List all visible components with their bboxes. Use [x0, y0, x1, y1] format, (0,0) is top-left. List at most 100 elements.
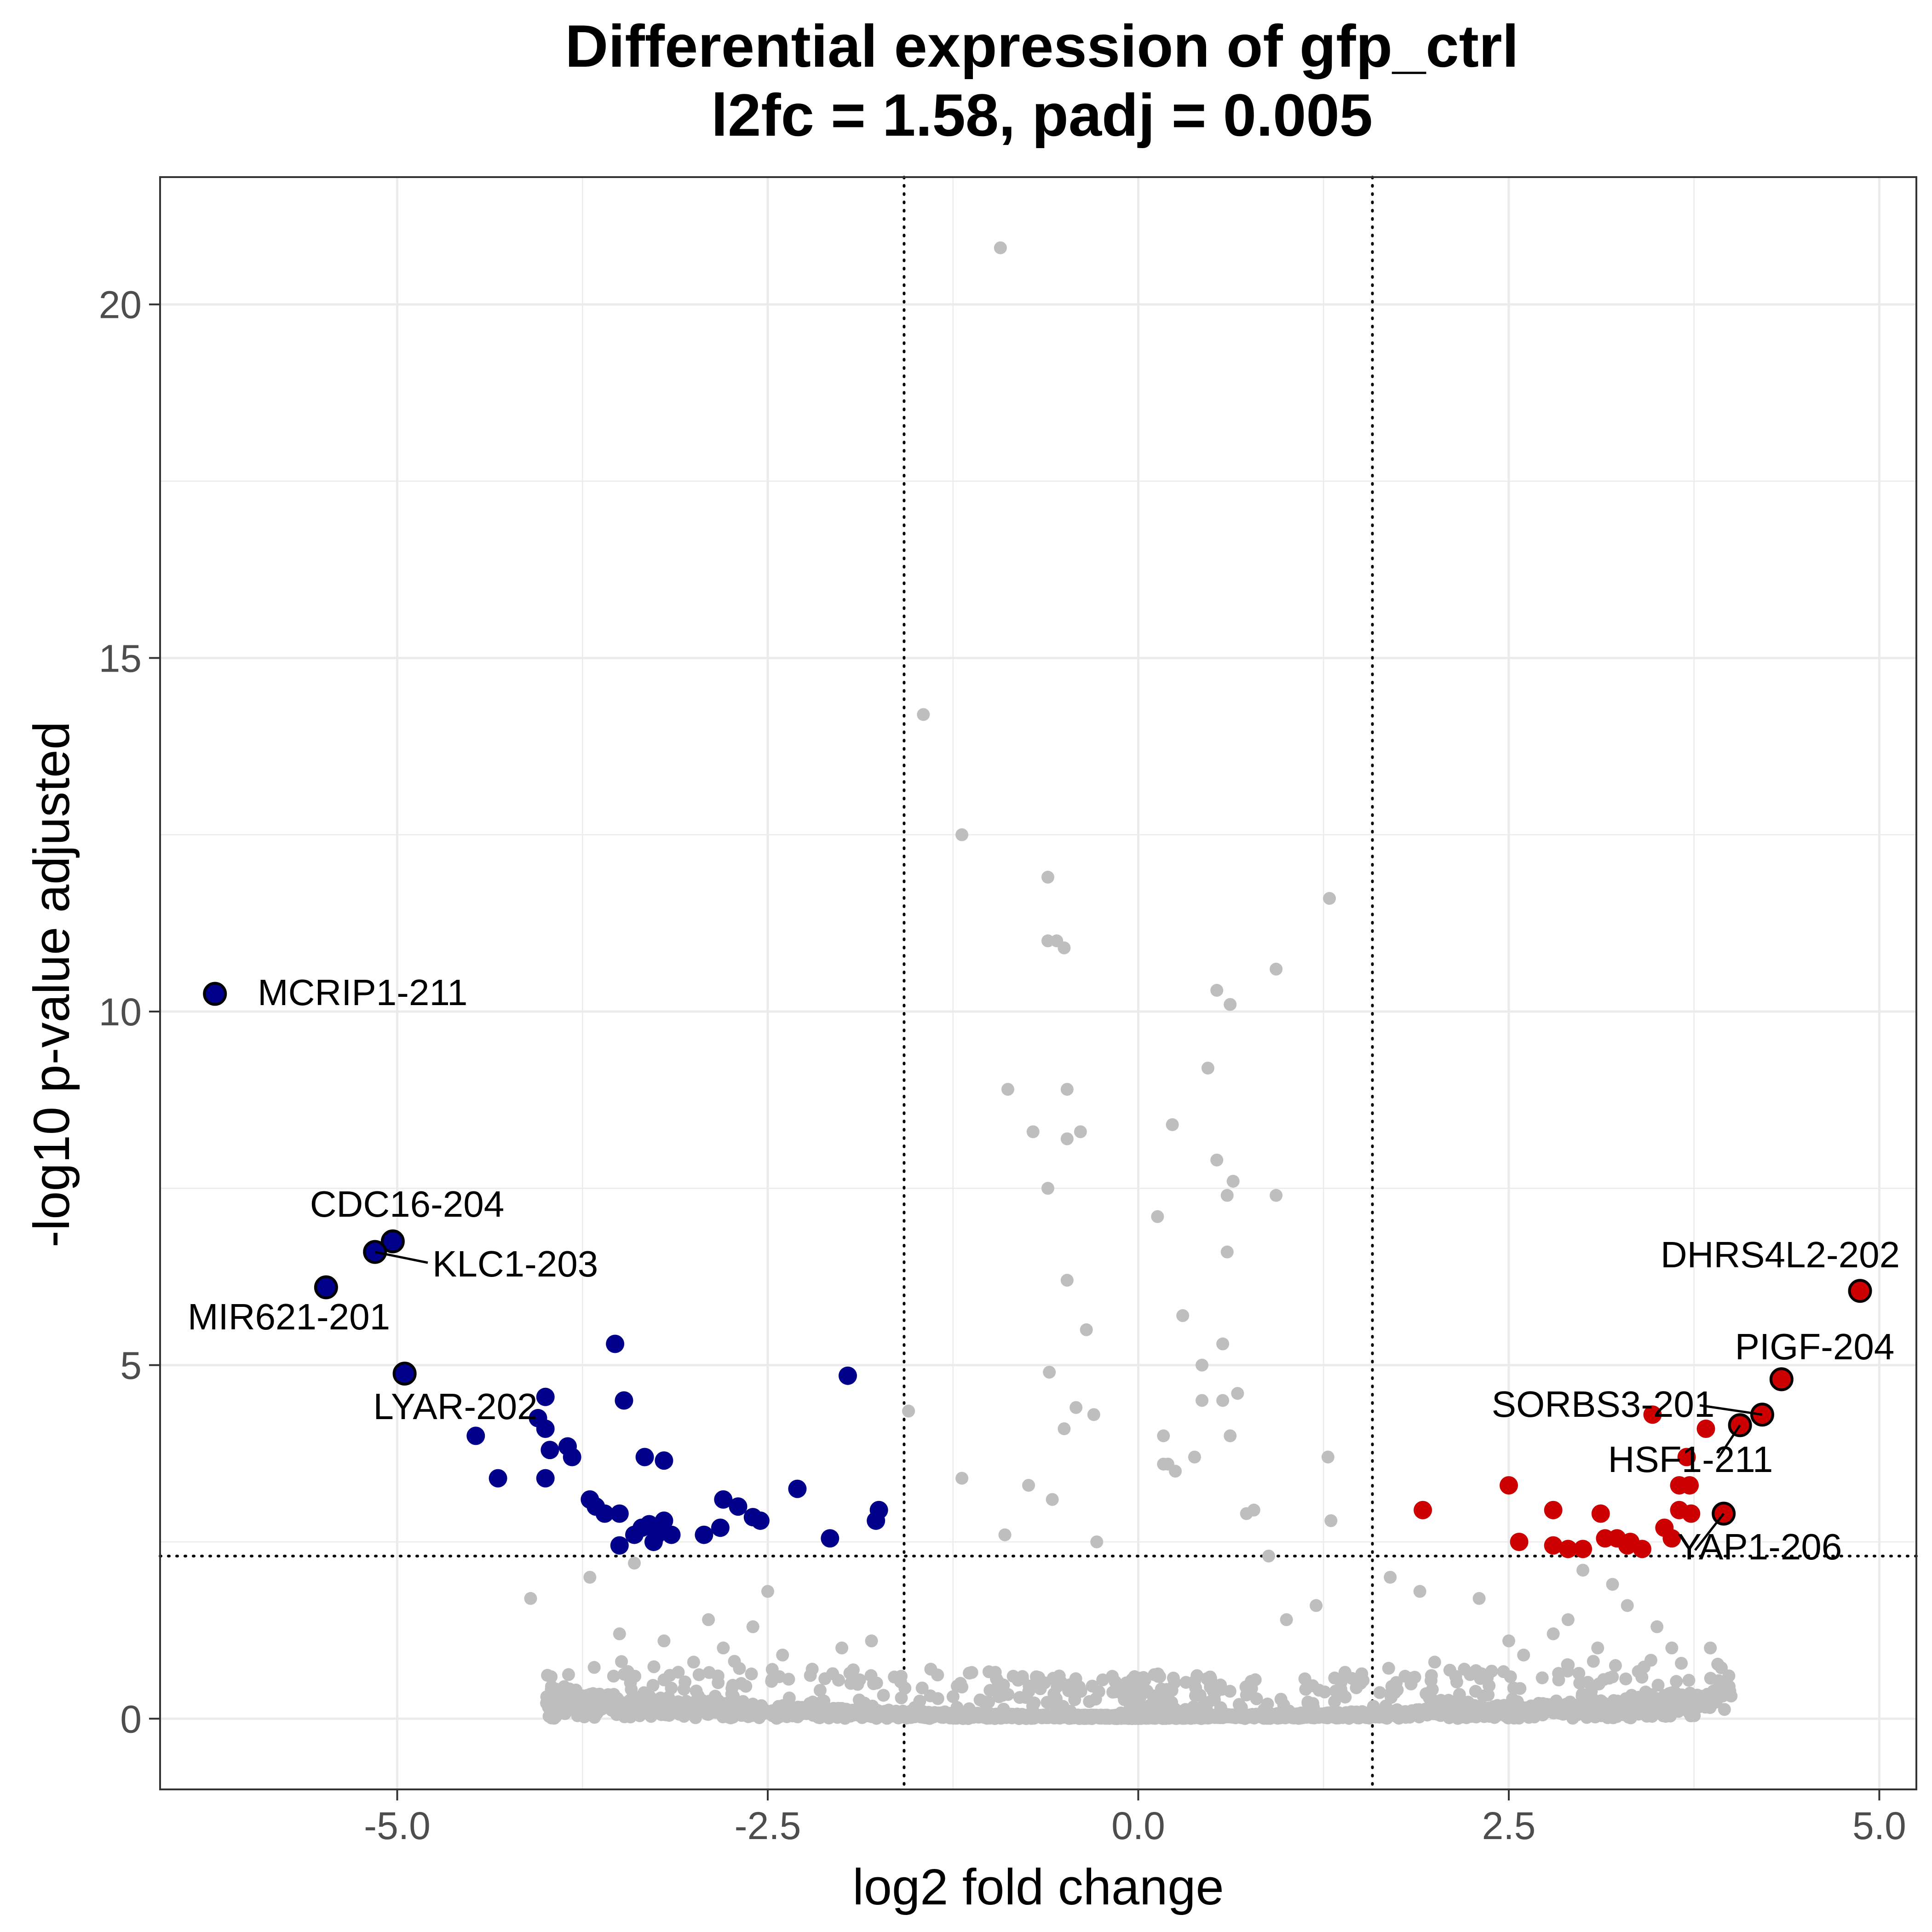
ns-point	[1507, 1681, 1520, 1695]
ns-point	[782, 1673, 795, 1686]
ns-point	[1250, 1692, 1263, 1706]
ns-point	[843, 1667, 857, 1680]
ns-point	[1058, 1422, 1071, 1435]
ns-point	[1722, 1669, 1736, 1683]
ns-point	[1644, 1654, 1657, 1667]
x-tick-label: 0.0	[1111, 1804, 1165, 1847]
ns-point	[1346, 1708, 1359, 1721]
ns-point	[1627, 1703, 1640, 1717]
ns-point	[608, 1704, 621, 1717]
ns-point	[1591, 1641, 1604, 1655]
ns-point	[524, 1592, 537, 1605]
ns-point	[1210, 1153, 1224, 1167]
ns-point	[1412, 1707, 1426, 1720]
ns-point	[1196, 1394, 1209, 1407]
ns-point	[1092, 1710, 1105, 1723]
ns-point	[1220, 1189, 1234, 1202]
ns-point	[746, 1620, 759, 1633]
ns-point	[607, 1669, 620, 1683]
ns-point	[1576, 1564, 1590, 1577]
label-connector	[1717, 1424, 1741, 1459]
ns-point	[1442, 1694, 1455, 1707]
ns-point	[1585, 1685, 1598, 1698]
ns-point	[1712, 1674, 1725, 1687]
ns-point	[1188, 1675, 1201, 1688]
up-point	[1682, 1504, 1701, 1523]
ns-point	[1087, 1408, 1100, 1421]
ns-point	[1382, 1662, 1395, 1675]
x-axis-ticks: -5.0 -2.5 0.0 2.5 5.0	[364, 1789, 1906, 1847]
ns-point	[1220, 1245, 1234, 1259]
ns-point	[593, 1700, 606, 1713]
down-point	[610, 1536, 629, 1555]
ns-point	[1062, 1711, 1075, 1725]
y-tick-label: 10	[99, 990, 142, 1034]
ns-point	[1704, 1641, 1717, 1655]
ns-point	[1323, 892, 1336, 905]
ns-point	[1383, 1708, 1397, 1721]
ns-point	[673, 1705, 686, 1718]
x-tick-label: 2.5	[1482, 1804, 1536, 1847]
ns-point	[1046, 1493, 1059, 1506]
ns-point	[1517, 1648, 1530, 1662]
ns-point	[782, 1691, 796, 1705]
ns-point	[1670, 1675, 1683, 1688]
ns-point	[812, 1706, 826, 1719]
down-point	[615, 1391, 633, 1410]
ns-point	[1001, 1083, 1014, 1096]
x-tick-label: -2.5	[735, 1804, 801, 1847]
ns-point	[1169, 1465, 1182, 1478]
ns-point	[1068, 1693, 1081, 1706]
ns-point	[1561, 1613, 1575, 1627]
ns-point	[1567, 1706, 1580, 1719]
gene-label-mir621-201: MIR621-201	[188, 1296, 390, 1337]
ns-point	[1338, 1666, 1351, 1679]
ns-point	[1086, 1679, 1099, 1693]
ns-point	[687, 1656, 700, 1669]
ns-point	[1080, 1323, 1093, 1336]
ns-point	[813, 1684, 827, 1697]
down-point	[635, 1448, 654, 1466]
ns-point	[1469, 1664, 1483, 1677]
significant-points	[203, 982, 1872, 1558]
ns-point	[1453, 1688, 1466, 1701]
ns-point	[1026, 1125, 1040, 1138]
gene-label-yap1-206: YAP1-206	[1677, 1526, 1842, 1567]
threshold-lines	[159, 176, 1918, 1791]
ns-point	[1449, 1670, 1462, 1683]
gene-label-lyar-202: LYAR-202	[373, 1386, 537, 1427]
ns-point	[1060, 1274, 1074, 1287]
ns-point	[915, 1681, 929, 1695]
ns-point	[1373, 1686, 1386, 1699]
ns-point	[545, 1670, 558, 1684]
ns-point	[1682, 1673, 1696, 1687]
ns-point	[1201, 1061, 1214, 1075]
ns-point	[776, 1648, 789, 1662]
ns-point	[1413, 1585, 1426, 1598]
ns-point	[994, 241, 1007, 254]
ns-point	[1625, 1689, 1638, 1702]
gene-label-pigf-204: PIGF-204	[1735, 1326, 1895, 1367]
ns-point	[990, 1672, 1003, 1685]
ns-point	[1576, 1702, 1590, 1716]
ns-point	[1721, 1683, 1734, 1696]
ns-point	[1355, 1709, 1368, 1723]
ns-point	[647, 1660, 661, 1673]
ns-point	[1614, 1700, 1627, 1713]
ns-point	[1573, 1676, 1587, 1690]
ns-point	[864, 1669, 878, 1682]
ns-point	[745, 1668, 758, 1681]
ns-point	[1176, 1309, 1190, 1322]
ns-point	[1262, 1549, 1276, 1563]
down-point	[788, 1479, 807, 1498]
ns-point	[1149, 1709, 1162, 1722]
ns-point	[1210, 1708, 1223, 1722]
ns-point	[724, 1711, 737, 1725]
ns-point	[1023, 1679, 1036, 1693]
ns-point	[1635, 1671, 1649, 1684]
ns-point	[1494, 1702, 1507, 1715]
ns-point	[642, 1703, 656, 1717]
y-tick-label: 5	[120, 1344, 142, 1387]
ns-point	[1006, 1708, 1019, 1721]
ns-point	[852, 1693, 866, 1707]
